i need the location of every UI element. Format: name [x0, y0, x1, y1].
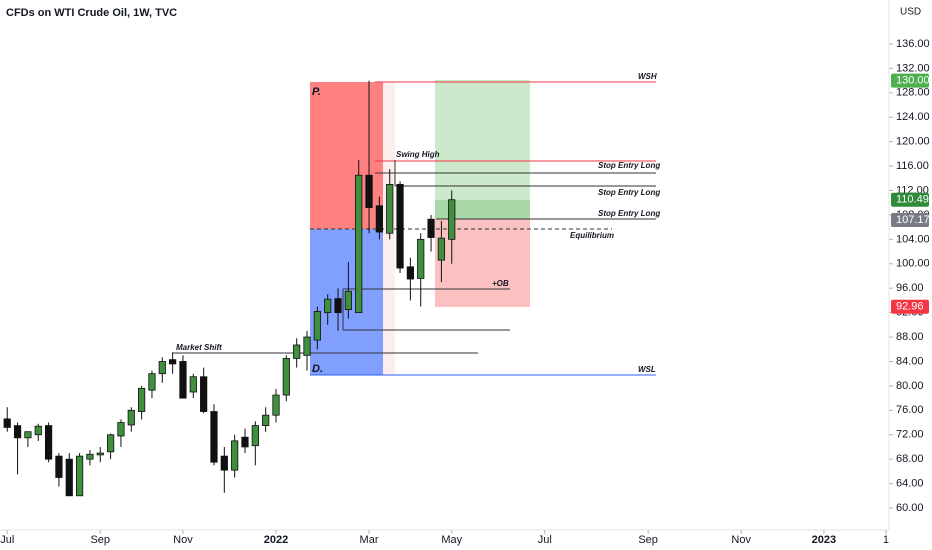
x-tick-label: Mar: [360, 534, 379, 546]
annotation: +OB: [492, 279, 509, 288]
annotation: Stop Entry Long: [598, 188, 660, 197]
candle-body: [138, 387, 146, 412]
candle-body: [148, 373, 156, 391]
price-label: 110.49: [896, 194, 929, 206]
currency[interactable]: USD: [900, 7, 921, 18]
candle-body: [34, 425, 42, 436]
candle-body: [417, 238, 425, 279]
candle-body: [200, 376, 208, 412]
candle-body: [55, 455, 63, 478]
candle-body: [406, 266, 414, 280]
candle-body: [86, 453, 94, 460]
candle-body: [127, 409, 135, 426]
price-label-box: [891, 212, 929, 227]
price-label-box: [891, 299, 929, 314]
y-tick-label: 96.00: [896, 282, 924, 294]
x-tick-label: Sep: [638, 534, 658, 546]
x-tick-label: Jul: [0, 534, 14, 546]
candle-body: [365, 174, 373, 209]
candle-body: [355, 174, 363, 314]
x-tick-label: 1: [883, 534, 889, 546]
price-label: 130.00: [896, 75, 930, 87]
candle-body: [344, 290, 352, 310]
price-label-box: [891, 192, 929, 207]
x-tick-label: 2022: [264, 534, 288, 546]
x-tick-label: 2023: [812, 534, 836, 546]
annotation: D.: [312, 363, 323, 375]
candle-body: [262, 414, 270, 426]
y-tick-label: 60.00: [896, 502, 924, 514]
price-label: 107.17: [896, 214, 930, 226]
annotation: Swing High: [396, 150, 440, 159]
candle-body: [44, 425, 53, 460]
candle-body: [427, 218, 435, 238]
annotation: Stop Entry Long: [598, 209, 660, 218]
candle-body: [117, 422, 125, 437]
candle-body: [169, 359, 177, 365]
x-tick-label: May: [441, 534, 462, 546]
annotation: Equilibrium: [570, 231, 614, 240]
y-tick-label: 76.00: [896, 404, 924, 416]
candle-body: [13, 425, 22, 439]
candle-body: [24, 431, 32, 439]
candle-body: [189, 376, 197, 393]
candle-body: [293, 344, 301, 359]
candle-body: [251, 425, 259, 447]
y-tick-label: 132.00: [896, 62, 930, 74]
candle-body: [107, 434, 115, 453]
candle-body: [282, 358, 290, 396]
candle-body: [303, 336, 311, 356]
candle-body: [3, 418, 11, 428]
candle-body: [437, 237, 446, 261]
price-label-box: [891, 73, 929, 88]
candle-body: [220, 455, 228, 471]
candle-body: [448, 199, 456, 240]
candle-body: [396, 184, 404, 269]
y-tick-label: 68.00: [896, 453, 924, 465]
annotation: Market Shift: [176, 343, 222, 352]
price-label: 92.96: [896, 301, 924, 313]
candle-body: [324, 298, 332, 314]
candle-body: [386, 184, 394, 234]
x-tick-label: Sep: [90, 534, 110, 546]
candle-body: [272, 394, 280, 416]
y-tick-label: 116.00: [896, 160, 929, 172]
target-zone: [435, 80, 530, 200]
candle-body: [158, 361, 166, 375]
y-tick-label: 104.00: [896, 233, 930, 245]
candle-body: [334, 298, 342, 314]
annotation: Stop Entry Long: [598, 161, 660, 170]
y-tick-label: 124.00: [896, 111, 930, 123]
candle-body: [210, 411, 218, 463]
x-tick-label: Nov: [731, 534, 751, 546]
y-tick-label: 84.00: [896, 355, 924, 367]
x-tick-label: Jul: [538, 534, 552, 546]
candle-body: [65, 458, 73, 497]
x-tick-label: Nov: [173, 534, 193, 546]
candle-body: [313, 311, 321, 341]
chart-title: CFDs on WTI Crude Oil, 1W, TVC: [6, 7, 177, 19]
y-tick-label: 72.00: [896, 429, 924, 441]
y-tick-label: 120.00: [896, 136, 930, 148]
y-tick-label: 100.00: [896, 258, 930, 270]
annotation: WSL: [638, 365, 656, 374]
y-tick-label: 64.00: [896, 478, 924, 490]
y-tick-label: 80.00: [896, 380, 924, 392]
y-tick-label: 136.00: [896, 38, 930, 50]
candle-body: [96, 452, 104, 456]
candle-body: [241, 436, 249, 448]
annotation: WSH: [638, 72, 657, 81]
entry-zone: [435, 200, 530, 219]
candle-body: [75, 455, 84, 497]
y-tick-label: 88.00: [896, 331, 924, 343]
y-tick-label: 128.00: [896, 87, 930, 99]
candle-body: [231, 440, 239, 471]
candle-body: [179, 361, 187, 399]
annotation: P.: [312, 86, 321, 98]
candle-body: [375, 205, 383, 233]
